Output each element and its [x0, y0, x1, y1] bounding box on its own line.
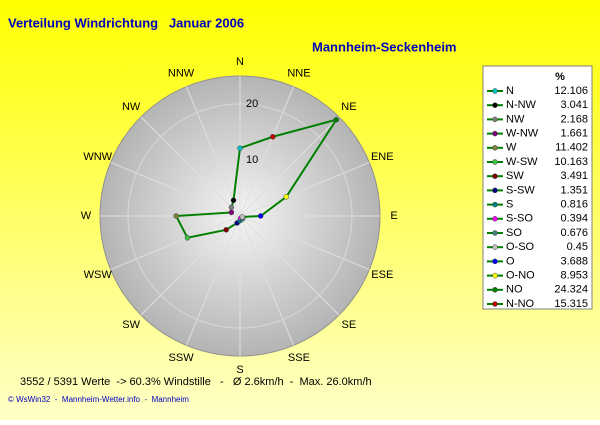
legend-marker — [492, 244, 498, 250]
legend-marker — [492, 145, 498, 151]
legend-label: S-SW — [506, 184, 535, 196]
spoke — [110, 161, 241, 217]
spoke — [110, 215, 241, 271]
legend-value: 0.394 — [560, 213, 588, 225]
legend-value: 3.041 — [560, 99, 588, 111]
direction-label: SSE — [288, 352, 310, 364]
legend-value: 1.351 — [560, 184, 588, 196]
spoke — [239, 161, 370, 217]
spoke — [185, 215, 241, 346]
legend-value: 1.661 — [560, 128, 588, 140]
spoke — [239, 215, 340, 316]
legend-marker — [492, 216, 498, 222]
point — [333, 116, 340, 123]
spoke — [239, 116, 340, 217]
legend-marker — [492, 187, 498, 194]
point — [173, 213, 179, 219]
spoke — [239, 215, 370, 271]
spoke — [185, 86, 241, 217]
direction-label: NNE — [287, 68, 310, 80]
legend-marker — [492, 88, 498, 94]
point — [237, 145, 243, 151]
chart-subtitle: Mannheim-Seckenheim — [312, 39, 457, 54]
legend-marker — [492, 287, 498, 293]
legend-marker — [492, 102, 498, 108]
direction-label: SE — [342, 319, 357, 331]
r-tick-label: 10 — [246, 154, 258, 166]
legend-label: N — [506, 85, 514, 97]
point — [270, 134, 276, 140]
legend-label: NW — [506, 113, 525, 125]
legend-label: O-SO — [506, 241, 535, 253]
legend-marker — [492, 258, 498, 265]
r-tick-label: 20 — [246, 98, 258, 110]
spoke — [239, 215, 295, 346]
direction-label: WSW — [84, 269, 113, 281]
legend-title: % — [555, 71, 565, 83]
direction-label: NW — [122, 101, 141, 113]
footer: 3552 / 5391 Werte -> 60.3% Windstille - … — [20, 376, 372, 388]
direction-label: E — [390, 210, 397, 222]
spoke — [140, 116, 241, 217]
direction-label: ESE — [371, 269, 393, 281]
direction-label: W — [81, 210, 92, 222]
direction-label: NNW — [168, 68, 195, 80]
direction-label: N — [236, 56, 244, 68]
direction-label: WNW — [83, 151, 112, 163]
legend-value: 8.953 — [560, 270, 588, 282]
legend-label: O-NO — [506, 270, 535, 282]
legend-value: 24.324 — [554, 284, 588, 296]
legend-marker — [492, 159, 498, 165]
legend-label: W — [506, 142, 517, 154]
legend-marker — [492, 301, 498, 307]
direction-label: ENE — [371, 151, 394, 163]
direction-label: NE — [341, 101, 356, 113]
direction-label: SSW — [169, 352, 195, 364]
legend-value: 15.315 — [554, 298, 588, 310]
legend-label: SW — [506, 170, 524, 182]
legend-value: 0.816 — [560, 199, 588, 211]
point — [228, 209, 235, 216]
direction-label: SW — [122, 319, 140, 331]
legend-marker — [492, 116, 498, 123]
legend-value: 3.688 — [560, 255, 588, 267]
legend-value: 2.168 — [560, 113, 588, 125]
legend-marker — [492, 272, 498, 279]
spoke — [239, 86, 295, 217]
legend-marker — [492, 230, 498, 236]
legend-box — [482, 65, 593, 310]
legend-marker — [492, 173, 498, 179]
legend-label: O — [506, 255, 515, 267]
legend-value: 0.45 — [567, 241, 588, 253]
legend-label: W-NW — [506, 128, 539, 140]
legend-label: N-NO — [506, 298, 535, 310]
legend-label: W-SW — [506, 156, 538, 168]
point — [228, 204, 235, 211]
legend-label: S-SO — [506, 213, 533, 225]
legend-marker — [492, 130, 498, 137]
point — [230, 197, 237, 204]
legend-value: 12.106 — [554, 85, 588, 97]
direction-label: S — [236, 364, 243, 376]
point — [283, 194, 290, 200]
legend-label: S — [506, 199, 513, 211]
legend-value: 0.676 — [560, 227, 588, 239]
point — [184, 235, 191, 241]
legend-value: 11.402 — [555, 142, 588, 154]
legend-label: SO — [506, 227, 522, 239]
legend-marker — [492, 201, 498, 208]
legend-label: NO — [506, 284, 523, 296]
point — [257, 213, 264, 219]
legend-value: 3.491 — [560, 170, 588, 182]
credit: © WsWin32 - Mannheim-Wetter.info - Mannh… — [8, 395, 189, 404]
spoke — [140, 215, 241, 316]
point — [223, 227, 229, 233]
legend-value: 10.163 — [554, 156, 588, 168]
legend-label: N-NW — [506, 99, 537, 111]
point — [239, 214, 246, 220]
chart-title: Verteilung Windrichtung Januar 2006 — [8, 15, 244, 30]
